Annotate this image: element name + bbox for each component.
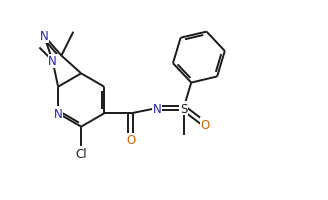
Text: O: O [200, 118, 210, 131]
Text: N: N [54, 107, 62, 120]
Text: O: O [126, 134, 135, 147]
Text: S: S [180, 102, 187, 115]
Text: Cl: Cl [75, 147, 87, 160]
Text: N: N [153, 102, 161, 115]
Text: N: N [48, 55, 57, 68]
Text: N: N [40, 30, 48, 43]
